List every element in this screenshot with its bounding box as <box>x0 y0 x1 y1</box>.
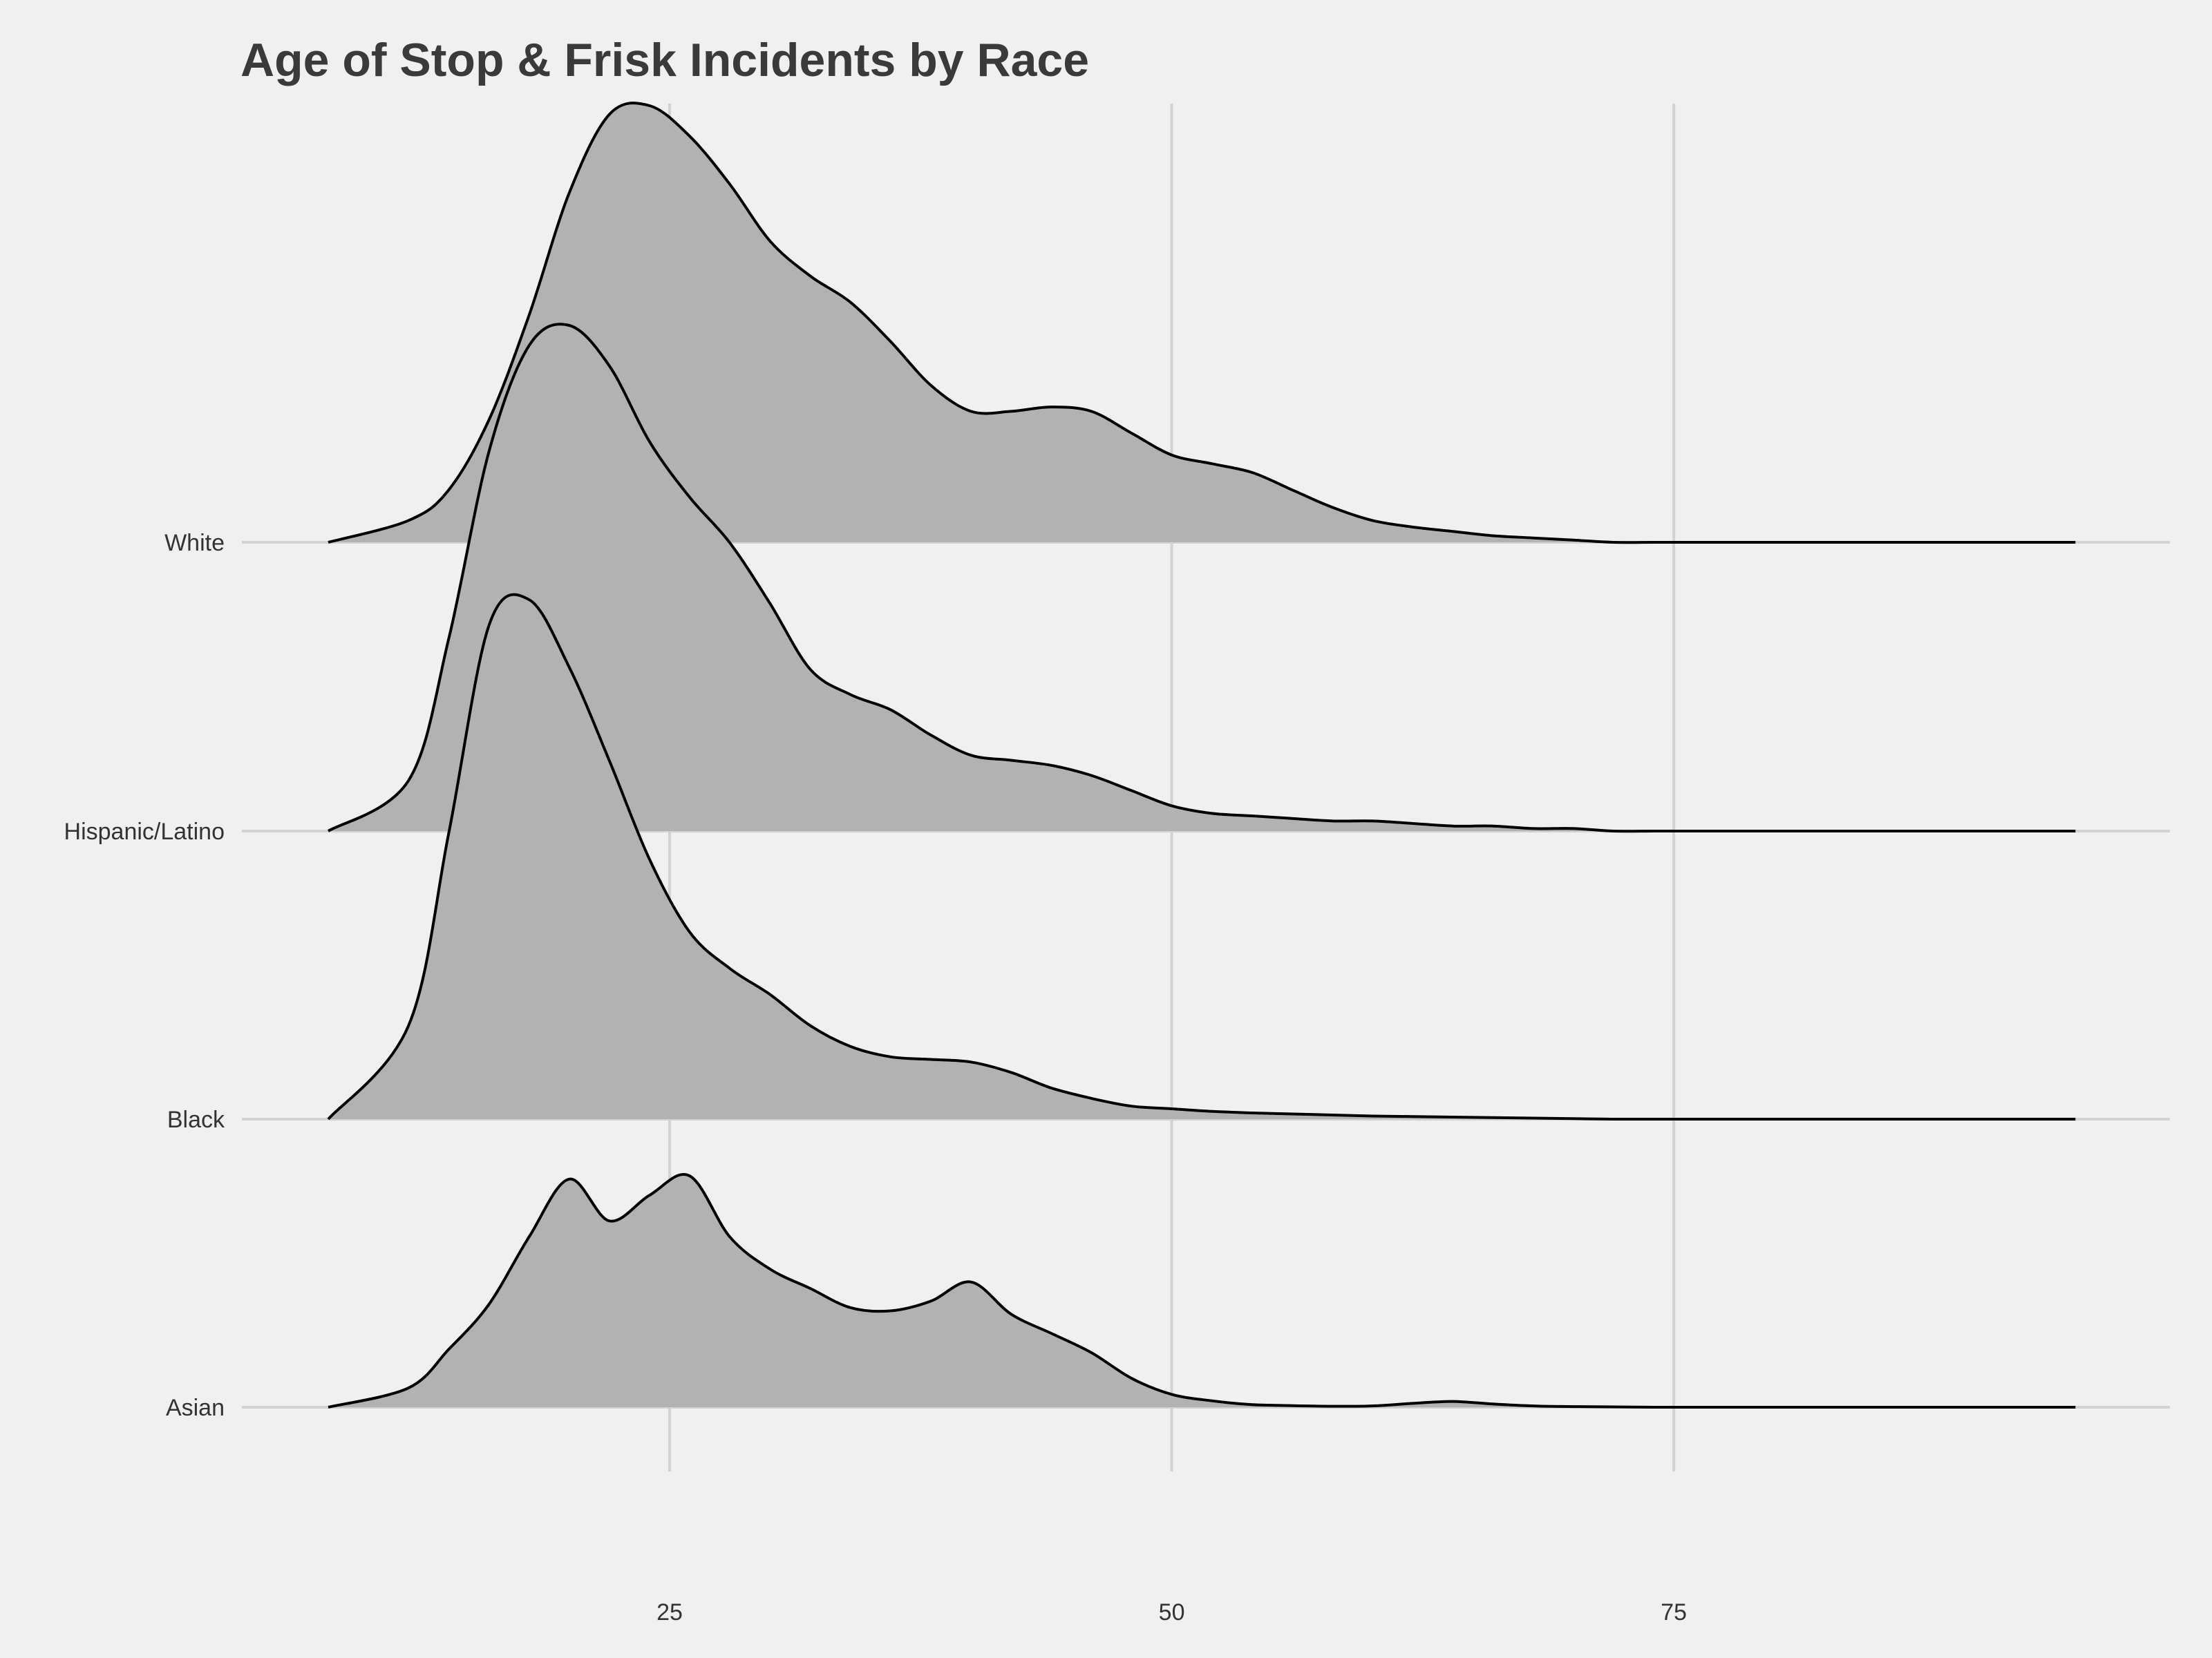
category-label: Asian <box>166 1395 225 1421</box>
density-line <box>327 323 2076 833</box>
x-tick-label: 50 <box>1159 1599 1185 1626</box>
category-label: White <box>164 530 225 556</box>
density-line <box>327 593 2076 1121</box>
x-axis-ticks: 25 50 75 <box>656 1599 1687 1626</box>
density-area <box>328 1174 2076 1408</box>
category-labels: White Hispanic/Latino Black Asian <box>64 530 225 1421</box>
ridge-black <box>327 593 2076 1121</box>
category-label: Hispanic/Latino <box>64 819 225 845</box>
chart-title: Age of Stop & Frisk Incidents by Race <box>240 34 1089 86</box>
x-tick-label: 75 <box>1661 1599 1687 1626</box>
x-tick-label: 25 <box>656 1599 683 1626</box>
ridge-hispanic-latino <box>327 323 2076 833</box>
ridge-white <box>328 102 2076 544</box>
category-label: Black <box>167 1107 225 1133</box>
density-area <box>328 594 2076 1120</box>
ridge-layer <box>327 102 2076 1409</box>
ridge-asian <box>328 1173 2076 1409</box>
density-line <box>328 102 2076 544</box>
density-area <box>328 103 2076 543</box>
density-line <box>328 1173 2076 1409</box>
density-area <box>328 324 2076 832</box>
